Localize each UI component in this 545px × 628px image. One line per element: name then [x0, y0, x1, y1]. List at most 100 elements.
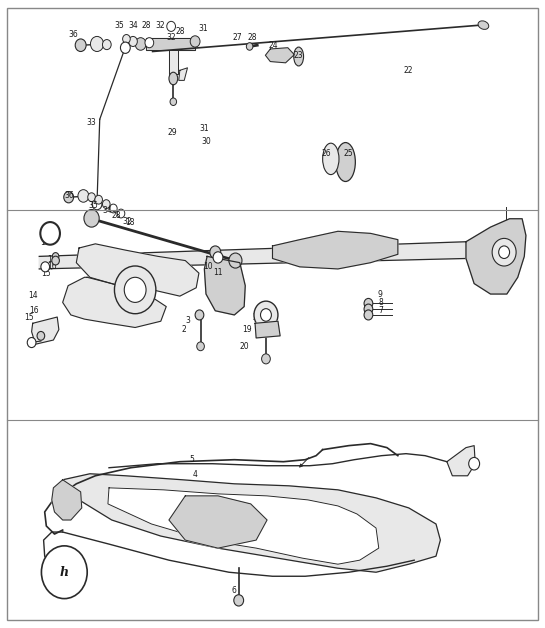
Text: 16: 16: [47, 262, 57, 271]
Circle shape: [469, 457, 480, 470]
Polygon shape: [52, 480, 82, 520]
Circle shape: [117, 209, 125, 218]
Text: 15: 15: [25, 313, 34, 322]
Circle shape: [261, 308, 271, 321]
Circle shape: [114, 266, 156, 314]
Text: 16: 16: [29, 306, 39, 315]
Text: 8: 8: [378, 298, 383, 307]
Text: 28: 28: [247, 33, 257, 42]
Text: 32: 32: [155, 21, 165, 30]
Circle shape: [135, 38, 146, 50]
Text: 17: 17: [47, 255, 57, 264]
Circle shape: [492, 239, 516, 266]
Circle shape: [40, 222, 60, 245]
Circle shape: [262, 354, 270, 364]
Text: 36: 36: [69, 30, 78, 39]
Circle shape: [124, 278, 146, 303]
Text: 1: 1: [504, 247, 508, 256]
Circle shape: [75, 39, 86, 51]
Text: 19: 19: [243, 325, 252, 333]
Text: 2: 2: [182, 325, 186, 334]
Text: 28: 28: [175, 27, 185, 36]
Circle shape: [41, 262, 50, 272]
Text: 28: 28: [112, 211, 122, 220]
Text: 23: 23: [294, 51, 304, 60]
Text: 24: 24: [269, 41, 278, 50]
Text: 10: 10: [203, 262, 213, 271]
Text: 4: 4: [193, 470, 197, 479]
Text: 31: 31: [199, 124, 209, 133]
Circle shape: [195, 310, 204, 320]
Text: 30: 30: [201, 138, 211, 146]
Circle shape: [197, 342, 204, 350]
Circle shape: [110, 204, 117, 213]
Circle shape: [123, 35, 130, 43]
Text: 11: 11: [213, 268, 223, 277]
Ellipse shape: [294, 47, 304, 66]
Polygon shape: [265, 48, 294, 63]
Circle shape: [41, 546, 87, 598]
Text: 18: 18: [125, 219, 135, 227]
Text: 5: 5: [190, 455, 194, 464]
Circle shape: [364, 298, 373, 308]
Text: 36: 36: [65, 192, 75, 200]
Ellipse shape: [478, 21, 489, 30]
Text: 29: 29: [167, 128, 177, 137]
Polygon shape: [447, 446, 475, 476]
Text: 9: 9: [378, 290, 383, 299]
Text: 32: 32: [167, 33, 177, 42]
Polygon shape: [146, 38, 195, 50]
Circle shape: [95, 195, 102, 204]
Polygon shape: [39, 242, 466, 269]
Circle shape: [210, 246, 221, 259]
Circle shape: [120, 42, 130, 53]
Circle shape: [234, 595, 244, 606]
Circle shape: [52, 252, 59, 260]
Circle shape: [92, 198, 102, 210]
Polygon shape: [169, 50, 178, 74]
Circle shape: [64, 192, 74, 203]
Circle shape: [102, 40, 111, 50]
Circle shape: [145, 38, 154, 48]
Text: 35: 35: [114, 21, 124, 30]
Circle shape: [190, 36, 200, 47]
Circle shape: [246, 43, 253, 50]
Text: 26: 26: [321, 149, 331, 158]
Ellipse shape: [169, 72, 178, 85]
Text: 3: 3: [185, 316, 190, 325]
Circle shape: [213, 252, 223, 263]
Text: 34: 34: [102, 206, 112, 215]
Text: 25: 25: [344, 149, 354, 158]
Text: 14: 14: [28, 291, 38, 300]
Text: 33: 33: [87, 118, 96, 127]
Circle shape: [84, 210, 99, 227]
Text: 27: 27: [232, 33, 242, 42]
Polygon shape: [255, 321, 280, 338]
Polygon shape: [32, 317, 59, 344]
Polygon shape: [179, 68, 187, 80]
Circle shape: [167, 21, 175, 31]
Polygon shape: [63, 474, 440, 572]
Circle shape: [78, 190, 89, 202]
Text: 32: 32: [123, 217, 132, 225]
Text: 34: 34: [128, 21, 138, 30]
Polygon shape: [466, 219, 526, 294]
Text: 22: 22: [404, 66, 414, 75]
Circle shape: [364, 304, 373, 314]
Circle shape: [254, 301, 278, 328]
Circle shape: [102, 200, 110, 208]
Circle shape: [129, 36, 137, 46]
Circle shape: [170, 98, 177, 106]
Text: 13: 13: [40, 238, 50, 247]
Circle shape: [499, 246, 510, 259]
Text: 21: 21: [252, 313, 262, 322]
Polygon shape: [272, 231, 398, 269]
Circle shape: [364, 310, 373, 320]
Text: 15: 15: [41, 269, 51, 278]
Polygon shape: [63, 278, 166, 327]
Ellipse shape: [323, 143, 339, 175]
Text: 20: 20: [239, 342, 249, 350]
Text: 28: 28: [141, 21, 151, 30]
Polygon shape: [169, 496, 267, 548]
Text: 12: 12: [119, 299, 129, 308]
